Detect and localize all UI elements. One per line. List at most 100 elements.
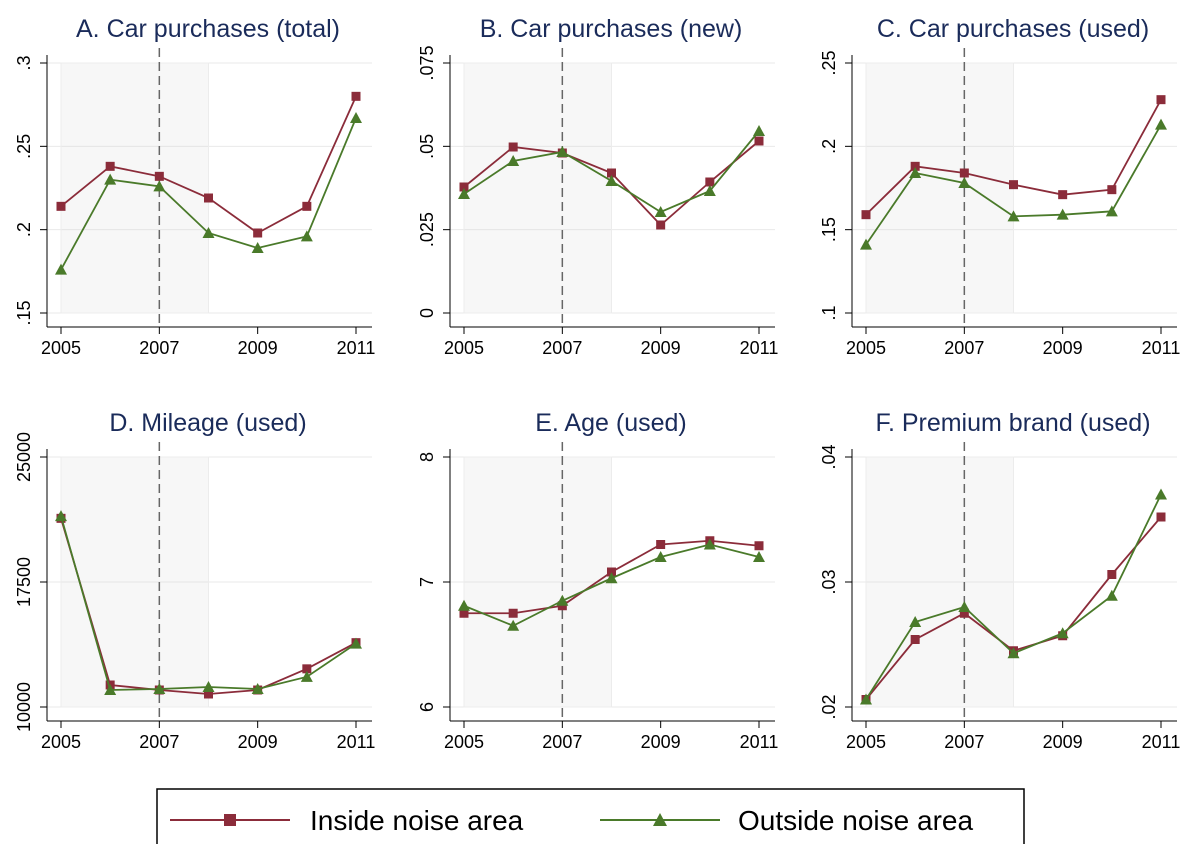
- legend-marker: [653, 813, 667, 826]
- panel-title: B. Car purchases (new): [480, 15, 743, 43]
- marker: [861, 210, 871, 220]
- x-tick-label: 2011: [1142, 732, 1181, 752]
- x-tick-label: 2009: [1043, 338, 1083, 358]
- legend-marker: [224, 814, 236, 826]
- y-tick-label: 8: [417, 452, 437, 462]
- marker: [909, 167, 922, 178]
- x-tick-label: 2007: [139, 732, 179, 752]
- x-tick-label: 2009: [641, 732, 681, 752]
- x-tick-label: 2005: [41, 732, 81, 752]
- shaded-period: [60, 456, 209, 708]
- marker: [1009, 180, 1018, 190]
- x-tick-label: 2007: [542, 338, 582, 358]
- marker: [251, 242, 264, 253]
- marker: [350, 637, 362, 649]
- shaded-period: [463, 456, 612, 708]
- marker: [302, 201, 312, 211]
- marker: [1056, 627, 1069, 639]
- panel-title: F. Premium brand (used): [875, 409, 1150, 437]
- shaded-period: [865, 62, 1014, 314]
- y-tick-label: 7: [417, 577, 437, 587]
- marker: [1007, 210, 1020, 222]
- panel-title: A. Car purchases (total): [76, 15, 340, 43]
- marker: [300, 670, 313, 682]
- marker: [508, 608, 518, 618]
- x-tick-label: 2011: [337, 732, 376, 752]
- marker: [860, 693, 872, 705]
- marker: [607, 168, 616, 178]
- x-tick-label: 2007: [944, 732, 984, 752]
- x-tick-label: 2009: [641, 338, 681, 358]
- marker: [253, 228, 263, 238]
- marker: [351, 91, 361, 101]
- marker: [654, 551, 667, 562]
- marker: [958, 177, 971, 188]
- x-tick-label: 2011: [740, 732, 779, 752]
- x-tick-label: 2007: [139, 338, 179, 358]
- panel-title: C. Car purchases (used): [877, 15, 1149, 43]
- marker: [860, 238, 872, 250]
- marker: [154, 171, 164, 181]
- marker: [1105, 589, 1118, 601]
- marker: [753, 125, 765, 136]
- marker: [300, 230, 313, 242]
- marker: [251, 683, 264, 694]
- legend-label: Inside noise area: [310, 805, 524, 836]
- x-tick-label: 2005: [444, 338, 484, 358]
- marker: [204, 689, 213, 699]
- y-tick-label: 10000: [14, 682, 34, 732]
- marker: [56, 201, 66, 211]
- y-tick-label: .25: [14, 134, 34, 159]
- marker: [656, 540, 666, 549]
- y-tick-label: .02: [819, 694, 839, 719]
- x-tick-label: 2011: [337, 338, 376, 358]
- marker: [350, 112, 362, 123]
- marker: [556, 594, 569, 606]
- marker: [910, 635, 920, 644]
- x-tick-label: 2011: [740, 338, 779, 358]
- x-tick-label: 2009: [238, 732, 278, 752]
- marker: [754, 136, 764, 146]
- x-tick-label: 2005: [41, 338, 81, 358]
- marker: [1155, 118, 1167, 130]
- y-tick-label: .15: [14, 300, 34, 325]
- y-tick-label: .25: [819, 50, 839, 75]
- x-tick-label: 2009: [1043, 732, 1083, 752]
- y-tick-label: .05: [417, 134, 437, 159]
- marker: [202, 681, 215, 692]
- marker: [703, 538, 716, 550]
- x-tick-label: 2007: [944, 338, 984, 358]
- y-tick-label: .075: [417, 45, 437, 80]
- marker: [458, 599, 470, 611]
- marker: [1056, 208, 1069, 220]
- marker: [153, 683, 166, 694]
- marker: [55, 510, 67, 522]
- marker: [958, 601, 971, 612]
- marker: [703, 185, 716, 196]
- marker: [754, 541, 764, 551]
- y-tick-label: .04: [819, 444, 839, 469]
- shaded-period: [463, 62, 612, 314]
- marker: [910, 161, 920, 171]
- y-tick-label: .15: [819, 217, 839, 242]
- y-tick-label: .2: [819, 139, 839, 154]
- marker: [508, 142, 518, 152]
- marker: [753, 551, 765, 562]
- marker: [1107, 185, 1117, 195]
- marker: [1058, 190, 1068, 200]
- marker: [104, 173, 117, 185]
- marker: [656, 220, 666, 230]
- marker: [507, 155, 520, 166]
- marker: [153, 180, 166, 192]
- marker: [959, 168, 969, 178]
- x-tick-label: 2005: [444, 732, 484, 752]
- marker: [1107, 570, 1117, 579]
- shaded-period: [865, 456, 1014, 708]
- legend-label: Outside noise area: [738, 805, 973, 836]
- x-tick-label: 2007: [542, 732, 582, 752]
- y-tick-label: 0: [417, 308, 437, 318]
- marker: [909, 616, 922, 627]
- marker: [1155, 488, 1167, 500]
- marker: [1105, 205, 1118, 217]
